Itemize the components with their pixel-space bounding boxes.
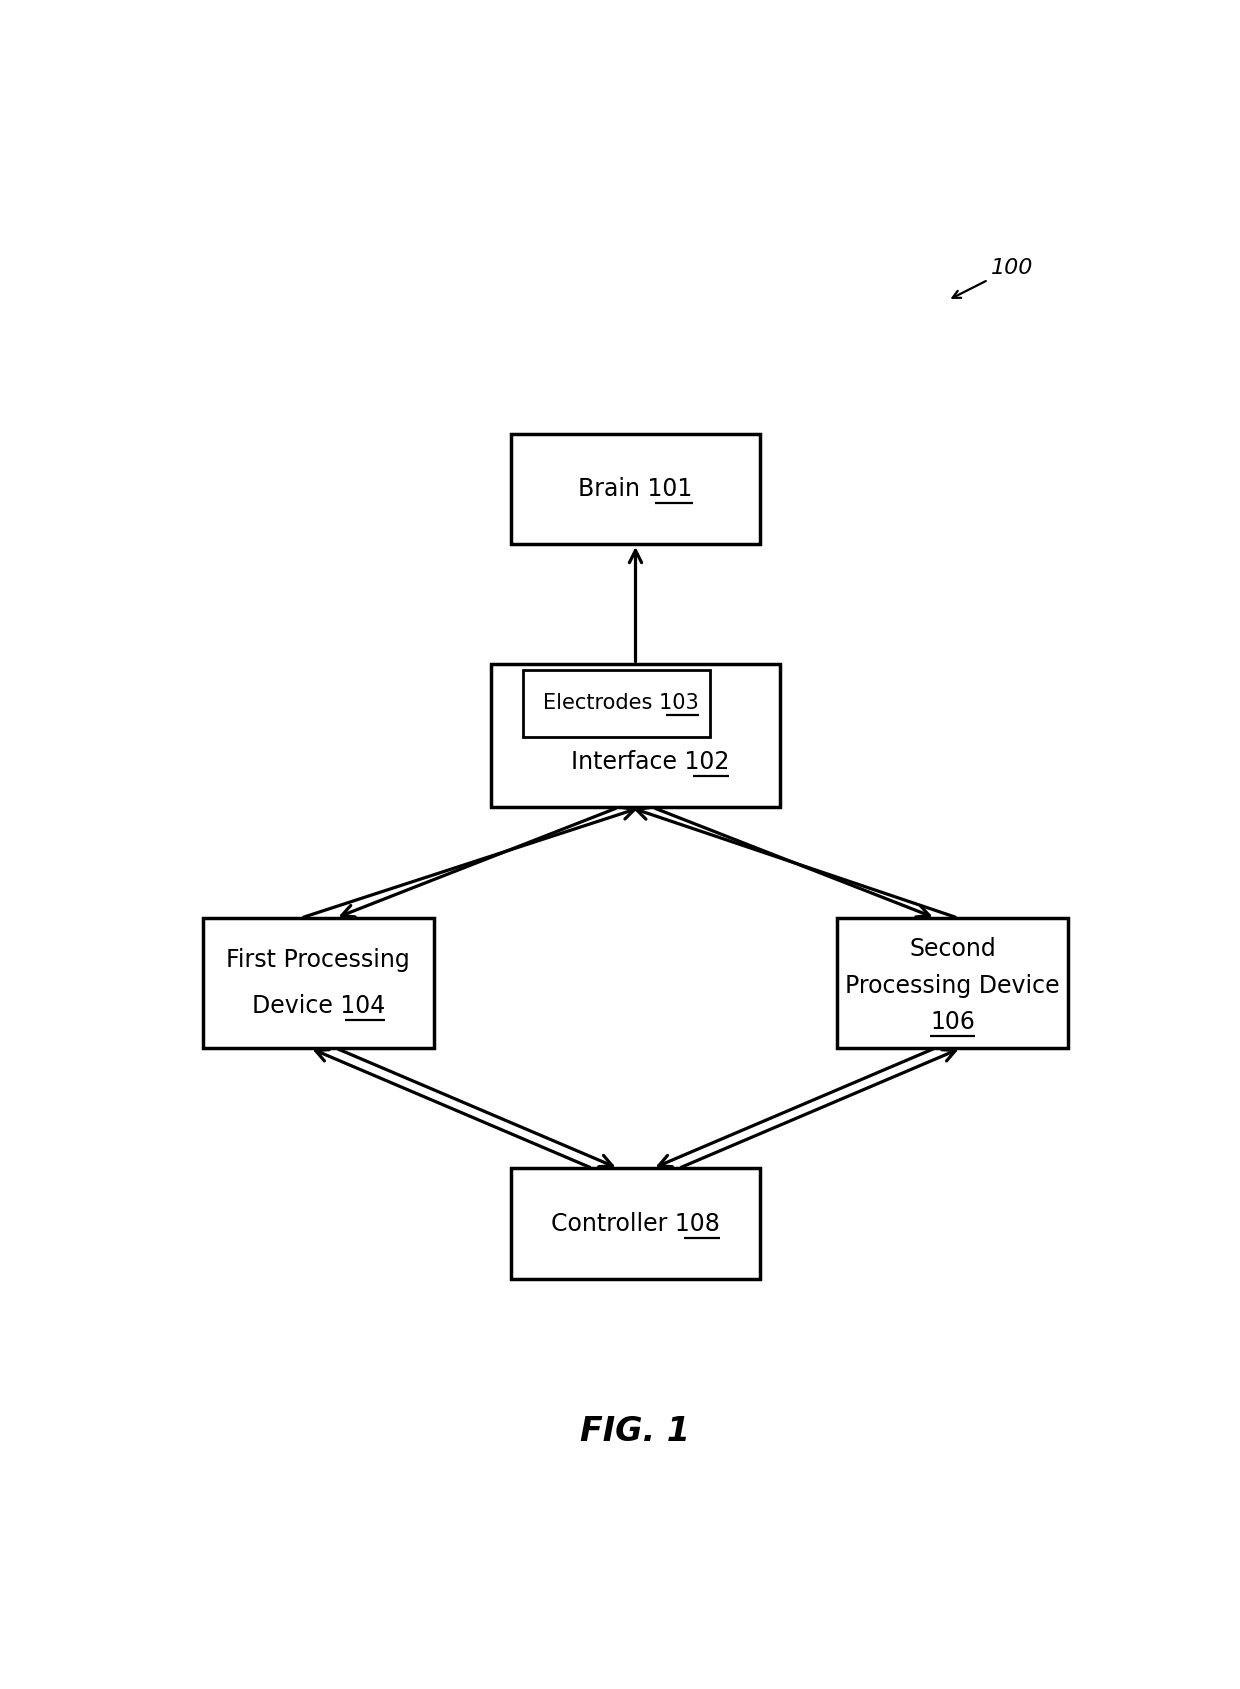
Bar [837,919,1068,1047]
Bar [511,434,760,544]
Bar [522,669,711,736]
Bar [491,664,780,807]
Text: Electrodes 103: Electrodes 103 [543,694,699,713]
Text: Interface 102: Interface 102 [570,750,729,774]
Text: Controller 108: Controller 108 [551,1211,720,1236]
Text: FIG. 1: FIG. 1 [580,1415,691,1447]
Text: 100: 100 [952,258,1033,297]
Text: Brain 101: Brain 101 [578,476,693,502]
Text: Processing Device: Processing Device [846,973,1060,998]
Text: Device 104: Device 104 [252,995,384,1018]
Text: 106: 106 [930,1010,975,1034]
Bar [511,1169,760,1279]
Text: Second: Second [909,937,996,961]
Bar [203,919,434,1047]
Text: First Processing: First Processing [227,948,410,971]
